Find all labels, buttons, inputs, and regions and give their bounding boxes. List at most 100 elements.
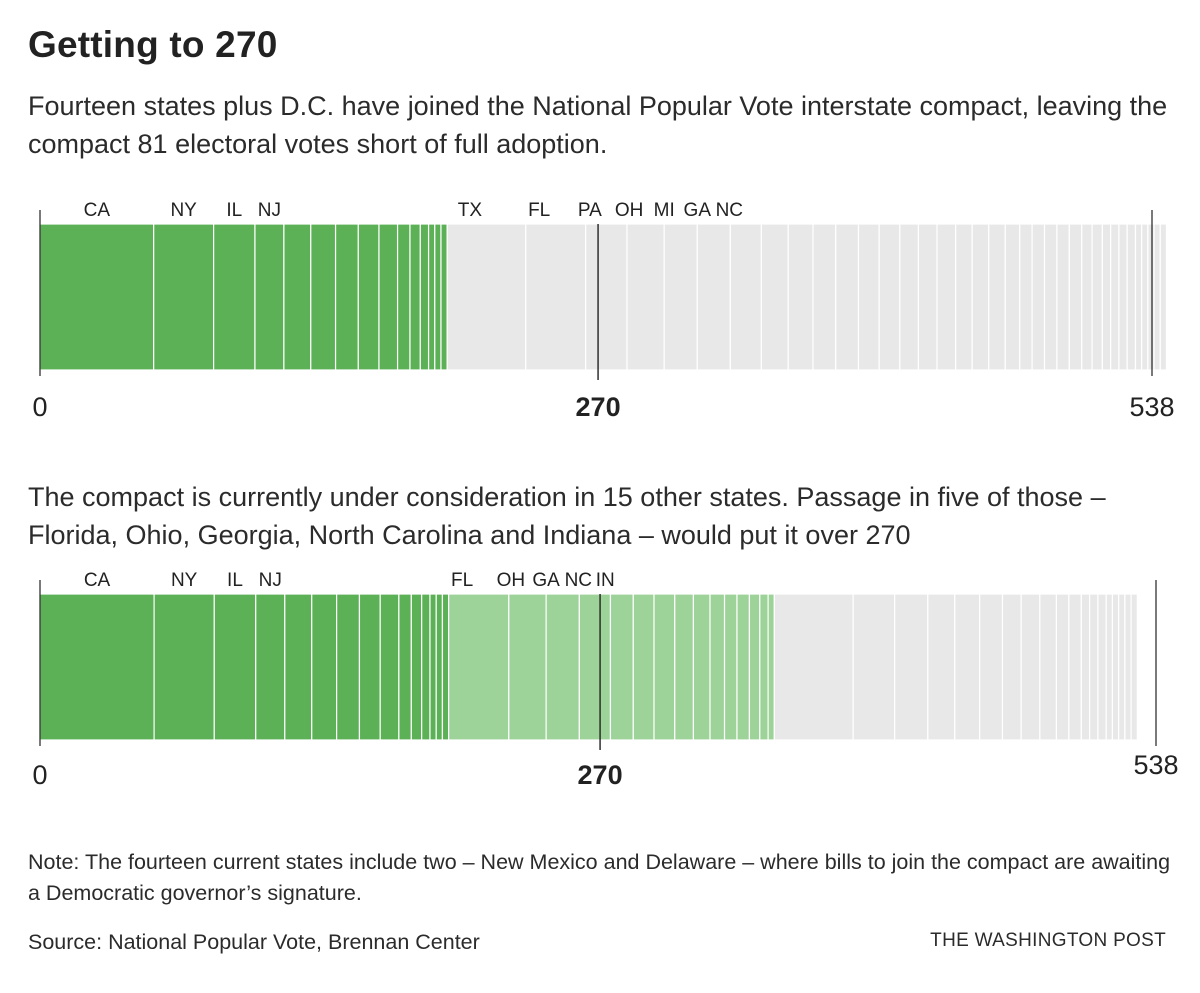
bar-segment-remaining-16 [955, 223, 973, 371]
bar-segment-remaining-17 [971, 223, 990, 371]
bar-segment-remaining-32 [1141, 223, 1149, 371]
bar-segment-joined-12 [429, 593, 437, 741]
bar-segment-remaining-5 [979, 593, 1004, 741]
bar-segment-remaining-7 [1020, 593, 1041, 741]
bar-segment-remaining-28 [1110, 223, 1120, 371]
bar-segment-remaining-11 [857, 223, 880, 371]
bar-segment-joined-11 [419, 223, 430, 371]
bar-segment-remaining-24 [1068, 223, 1083, 371]
state-label-ca: CA [84, 200, 111, 221]
bar-segment-joined-1 [153, 593, 215, 741]
bar-segment-remaining-25 [1081, 223, 1093, 371]
bar-segment-remaining-8 [1039, 593, 1058, 741]
bar-segment-remaining-23 [1056, 223, 1070, 371]
state-label-nj: NJ [259, 570, 282, 591]
bar-segment-remaining-30 [1126, 223, 1137, 371]
bar-segment-considering-3 [578, 593, 612, 741]
bar-segment-remaining-1 [852, 593, 896, 741]
bar-segment-remaining-18 [1130, 593, 1138, 741]
footnote: Note: The fourteen current states includ… [28, 850, 1171, 905]
bar-segment-remaining-4 [954, 593, 981, 741]
state-label-pa: PA [578, 200, 602, 221]
bar-segment-considering-8 [692, 593, 711, 741]
state-label-il: IL [226, 200, 242, 221]
bar-segment-remaining-8 [787, 223, 814, 371]
bar-segment-joined-4 [284, 593, 313, 741]
bar-segment-joined-13 [434, 223, 442, 371]
bar-segment-joined-5 [311, 593, 338, 741]
bar-segment-remaining-31 [1134, 223, 1143, 371]
bar-segment-remaining-15 [936, 223, 957, 371]
bar-segment-joined-6 [336, 593, 361, 741]
bar-segment-remaining-14 [1105, 593, 1114, 741]
bar-segment-remaining-10 [835, 223, 860, 371]
bar-segment-joined-3 [254, 223, 285, 371]
bar-segment-remaining-34 [1153, 223, 1161, 371]
bar-segment-remaining-10 [1068, 593, 1082, 741]
bar-segment-joined-14 [441, 593, 450, 741]
bar-segment-joined-1 [153, 223, 215, 371]
state-label-il: IL [227, 570, 243, 591]
bar-segment-remaining-7 [760, 223, 789, 371]
electoral-bar-chart-proposed: CA NY IL NJ FL OH GA NC IN 0 270 538 [0, 560, 1200, 800]
bar-segment-remaining-9 [1055, 593, 1070, 741]
bar-segment-considering-6 [653, 593, 676, 741]
bar-segment-joined-12 [427, 223, 436, 371]
state-label-ca: CA [84, 570, 111, 591]
bar-segment-remaining-13 [899, 223, 920, 371]
bar-segment-remaining-20 [1019, 223, 1033, 371]
bar-segment-considering-2 [545, 593, 580, 741]
state-label-nj: NJ [258, 200, 281, 221]
bar-segment-joined-13 [435, 593, 444, 741]
bar-segment-remaining-11 [1080, 593, 1091, 741]
bar-segment-considering-5 [632, 593, 655, 741]
state-label-nc: NC [716, 200, 743, 221]
state-label-ga: GA [684, 200, 712, 221]
bar-segment-remaining-14 [917, 223, 938, 371]
bar-segment-joined-5 [310, 223, 337, 371]
tick-label-0: 0 [32, 392, 47, 422]
state-label-oh: OH [615, 200, 644, 221]
bar-segment-remaining-4 [663, 223, 698, 371]
bar-segment-remaining-3 [626, 223, 665, 371]
bar-segment-considering-4 [609, 593, 634, 741]
state-label-nc: NC [565, 570, 592, 591]
bar-segment-considering-9 [709, 593, 726, 741]
chart-description-current: Fourteen states plus D.C. have joined th… [28, 91, 1168, 159]
bar-segment-considering-10 [723, 593, 738, 741]
state-label-tx: TX [458, 200, 483, 221]
bar-segment-remaining-27 [1101, 223, 1112, 371]
state-label-in: IN [596, 570, 615, 591]
electoral-bar-chart-current: CA NY IL NJ TX FL PA OH MI GA NC 0 270 538 [0, 190, 1200, 430]
bar-segment-remaining-19 [1004, 223, 1021, 371]
state-label-oh: OH [497, 570, 526, 591]
bar-segment-joined-10 [409, 223, 421, 371]
state-label-fl: FL [528, 200, 550, 221]
bar-segment-joined-8 [379, 593, 400, 741]
chart-description-proposed: The compact is currently under considera… [28, 482, 1106, 550]
bar-segment-joined-0 [39, 593, 155, 741]
bar-segment-remaining-13 [1097, 593, 1107, 741]
tick-label-538: 538 [1133, 750, 1178, 780]
bar-segment-joined-9 [398, 593, 412, 741]
bar-segment-joined-9 [396, 223, 411, 371]
electoral-bar-chart-proposed-svg: CA NY IL NJ FL OH GA NC IN 0 270 538 [32, 570, 1178, 790]
bar-segment-joined-2 [213, 593, 257, 741]
bar-segment-remaining-21 [1031, 223, 1046, 371]
bar-segment-remaining-26 [1091, 223, 1103, 371]
bar-segment-remaining-18 [988, 223, 1006, 371]
bar-segment-remaining-35 [1159, 223, 1168, 371]
bar-segment-remaining-2 [894, 593, 929, 741]
bar-segment-remaining-9 [812, 223, 837, 371]
bar-segment-joined-6 [334, 223, 359, 371]
bar-segment-remaining-29 [1118, 223, 1128, 371]
bar-segment-remaining-1 [525, 223, 587, 371]
bar-segment-remaining-15 [1111, 593, 1120, 741]
bar-segment-remaining-12 [1089, 593, 1099, 741]
bar-segment-joined-7 [357, 223, 380, 371]
bar-segment-considering-0 [448, 593, 510, 741]
bar-segment-remaining-16 [1118, 593, 1126, 741]
tick-label-270: 270 [578, 760, 623, 790]
bar-segment-considering-12 [748, 593, 761, 741]
state-label-fl: FL [451, 570, 473, 591]
